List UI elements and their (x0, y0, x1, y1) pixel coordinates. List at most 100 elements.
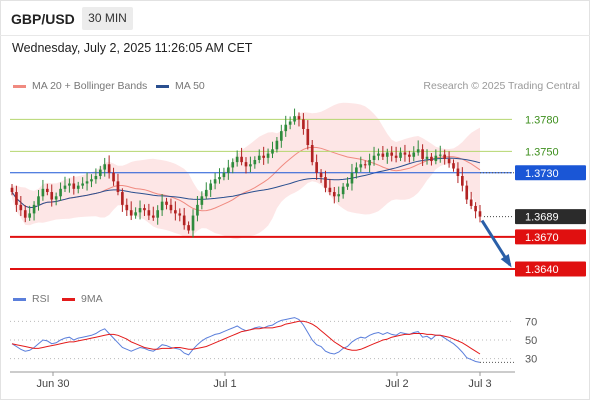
candlesticks (10, 108, 482, 238)
candle-body (213, 179, 217, 184)
candle-body (408, 154, 411, 157)
candle-body (196, 204, 199, 216)
candle-body (257, 155, 261, 160)
candle-body (443, 154, 447, 159)
candle-body (465, 185, 469, 200)
legend-ma50-label: MA 50 (175, 80, 205, 92)
candle-body (151, 215, 155, 218)
candle-body (293, 116, 296, 122)
price-labels: 1.3780 1.3750 1.3730 1.3689 1.3670 1.3640 (515, 114, 586, 277)
candle-body (368, 159, 371, 166)
candle-body (112, 172, 115, 182)
legend-ma20: MA 20 + Bollinger Bands (13, 80, 147, 92)
candle-body (98, 169, 102, 177)
candle-body (452, 163, 455, 169)
candle-body (169, 204, 173, 211)
candle-body (394, 155, 398, 158)
candle-body (456, 168, 460, 177)
candle-body (332, 192, 336, 197)
candle-body (103, 164, 107, 170)
rsi-tick-label: 50 (525, 335, 537, 347)
ma50-line (11, 157, 481, 209)
price-levels (10, 118, 515, 270)
time-tick-label: Jun 30 (36, 378, 69, 390)
legend-ma20-label: MA 20 + Bollinger Bands (32, 80, 148, 92)
candle-body (271, 149, 274, 154)
candle-body (209, 183, 213, 190)
moving-averages (11, 146, 481, 212)
candle-body (385, 152, 389, 157)
ma50-swatch (156, 84, 169, 88)
ma9-swatch (62, 297, 75, 301)
time-tick-label: Jul 3 (468, 378, 491, 390)
candle-body (355, 167, 358, 173)
candle-body (346, 183, 349, 187)
candle-body (165, 201, 168, 205)
candle-body (72, 183, 76, 189)
level-label-pivot: 1.3730 (525, 168, 559, 180)
candle-body (288, 121, 292, 125)
candle-body (359, 164, 363, 168)
rsi-panel: 70 50 30 (10, 316, 537, 366)
candle-body (399, 152, 402, 158)
candle-body (302, 119, 305, 129)
candle-body (147, 210, 151, 216)
candle-body (143, 208, 146, 211)
candle-body (68, 183, 71, 186)
candle-body (59, 188, 62, 197)
candle-body (262, 155, 265, 158)
header-divider (0, 35, 590, 36)
candle-body (372, 155, 376, 160)
candle-body (23, 210, 27, 218)
candle-body (430, 156, 433, 162)
candle-body (129, 210, 133, 216)
candle-body (10, 187, 14, 193)
candle-body (227, 167, 230, 173)
candle-body (244, 162, 248, 167)
candle-body (94, 176, 98, 180)
candle-body (341, 186, 345, 195)
candle-body (138, 208, 142, 213)
candle-body (134, 212, 137, 216)
candle-body (28, 213, 31, 218)
candle-body (15, 192, 18, 205)
candle-body (381, 153, 385, 157)
candle-body (363, 164, 367, 166)
ma20-swatch (13, 84, 26, 88)
candle-body (231, 162, 235, 168)
level-label-last: 1.3689 (525, 212, 559, 224)
legend-ma50: MA 50 (156, 80, 205, 92)
candle-body (235, 156, 239, 163)
candle-body (249, 164, 252, 167)
candle-body (275, 140, 279, 150)
candle-body (32, 204, 36, 214)
candle-body (279, 131, 283, 141)
candle-body (421, 149, 424, 159)
candle-body (76, 185, 80, 189)
level-label-support: 1.3640 (525, 264, 559, 276)
candle-body (178, 213, 182, 216)
candle-body (125, 204, 129, 211)
candle-body (337, 194, 341, 197)
candle-body (41, 188, 45, 197)
candle-body (116, 181, 120, 193)
rsi-ma9-line (11, 320, 481, 355)
candle-body (412, 152, 416, 157)
candle-body (315, 162, 318, 173)
level-label-resistance: 1.3780 (525, 114, 559, 126)
time-tick-label: Jul 1 (213, 378, 236, 390)
candle-body (319, 172, 323, 178)
candle-body (90, 179, 93, 182)
candle-body (85, 181, 89, 184)
timeframe-button[interactable]: 30 MIN (82, 7, 133, 30)
legend-ma9: 9MA (62, 293, 103, 305)
candle-body (310, 145, 314, 163)
candle-body (174, 210, 177, 214)
level-label-box-pivot (515, 165, 586, 181)
candle-body (469, 199, 473, 206)
legend-rsi-label: RSI (32, 293, 50, 305)
candle-body (45, 188, 49, 193)
candle-body (377, 153, 380, 156)
candle-body (253, 159, 257, 165)
